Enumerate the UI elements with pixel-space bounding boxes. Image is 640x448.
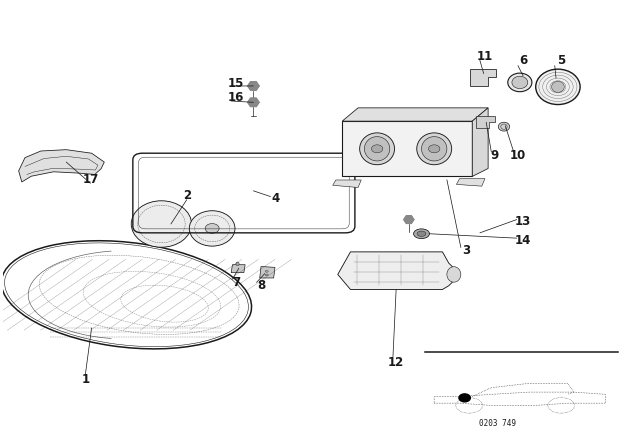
Text: 9: 9 <box>490 149 499 162</box>
Ellipse shape <box>236 262 239 266</box>
Text: 4: 4 <box>271 192 280 205</box>
Ellipse shape <box>131 201 191 247</box>
Ellipse shape <box>459 394 470 402</box>
Polygon shape <box>342 108 488 121</box>
Text: 13: 13 <box>515 215 531 228</box>
Ellipse shape <box>189 211 235 246</box>
Polygon shape <box>248 98 259 107</box>
Ellipse shape <box>447 267 461 282</box>
Ellipse shape <box>265 271 268 272</box>
Polygon shape <box>342 121 472 177</box>
Polygon shape <box>404 216 414 224</box>
Text: 1: 1 <box>81 373 90 386</box>
Text: 8: 8 <box>257 279 266 292</box>
Text: 2: 2 <box>182 189 191 202</box>
Polygon shape <box>19 150 104 182</box>
Text: 3: 3 <box>462 244 470 257</box>
Text: 17: 17 <box>82 173 99 186</box>
Polygon shape <box>231 265 245 273</box>
Polygon shape <box>260 267 275 278</box>
Ellipse shape <box>429 145 440 153</box>
Ellipse shape <box>413 229 429 239</box>
Ellipse shape <box>360 133 394 165</box>
Polygon shape <box>338 252 460 289</box>
Ellipse shape <box>422 137 447 161</box>
Text: 16: 16 <box>228 91 244 104</box>
Text: 14: 14 <box>515 234 531 247</box>
Polygon shape <box>472 108 488 177</box>
Polygon shape <box>470 69 496 86</box>
Text: 10: 10 <box>510 149 526 162</box>
Text: 15: 15 <box>228 77 244 90</box>
Ellipse shape <box>1 241 252 349</box>
Text: 12: 12 <box>388 356 404 369</box>
Ellipse shape <box>552 81 564 92</box>
Text: 0203 749: 0203 749 <box>479 418 516 427</box>
Ellipse shape <box>417 231 426 237</box>
Ellipse shape <box>205 224 219 233</box>
Ellipse shape <box>364 137 390 161</box>
Polygon shape <box>333 180 361 188</box>
Ellipse shape <box>536 69 580 104</box>
Ellipse shape <box>417 133 452 165</box>
Text: 11: 11 <box>477 50 493 63</box>
Text: 6: 6 <box>519 54 527 67</box>
Ellipse shape <box>499 122 509 131</box>
Ellipse shape <box>371 145 383 153</box>
Ellipse shape <box>512 76 528 89</box>
Polygon shape <box>456 179 485 186</box>
Text: 5: 5 <box>557 54 565 67</box>
Polygon shape <box>476 116 495 128</box>
Ellipse shape <box>508 73 532 92</box>
Polygon shape <box>248 82 259 90</box>
Text: 7: 7 <box>232 276 240 289</box>
Ellipse shape <box>265 274 268 276</box>
